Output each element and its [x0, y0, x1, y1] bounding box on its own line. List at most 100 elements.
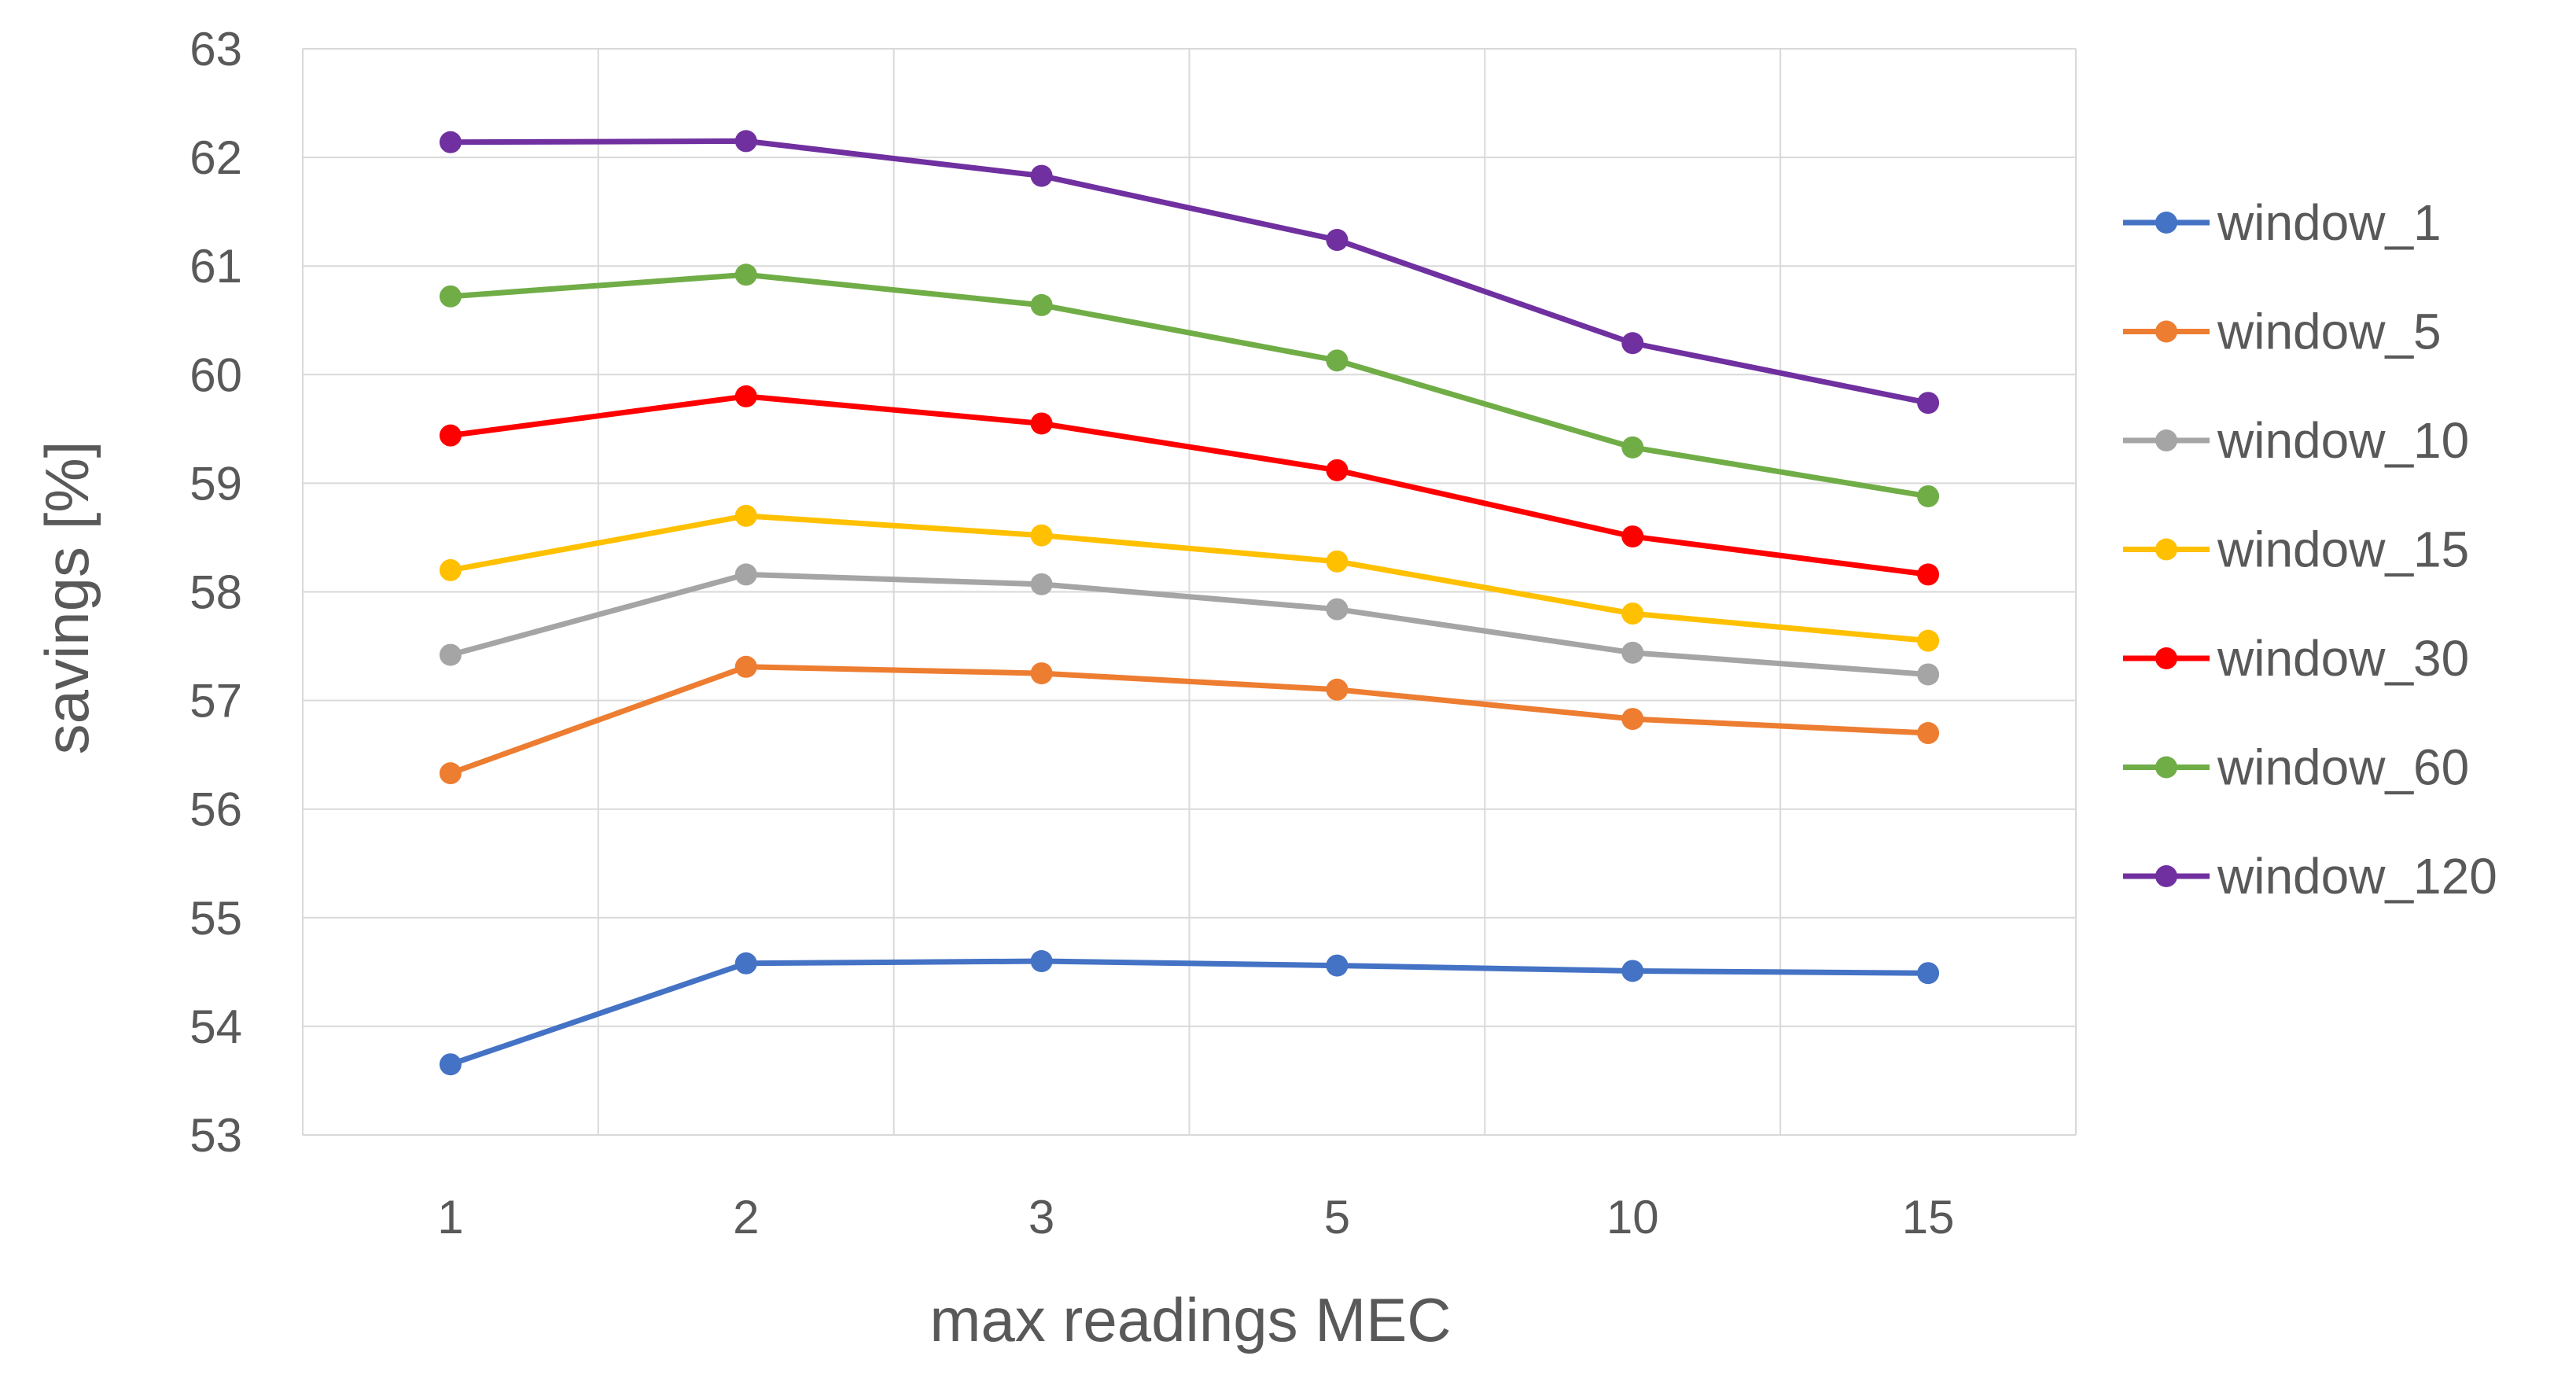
data-point [1326, 550, 1349, 573]
data-point [1917, 629, 1940, 652]
data-point [1030, 293, 1053, 316]
series-line [447, 664, 1931, 776]
legend-swatch-marker [2155, 538, 2177, 561]
x-axis-title: max readings MEC [929, 1285, 1451, 1354]
legend-label: window_10 [2217, 412, 2469, 469]
data-point [1621, 332, 1644, 355]
series-window_1 [439, 950, 1940, 1076]
legend-item: window_1 [2123, 194, 2442, 251]
data-point [439, 558, 462, 581]
legend-label: window_60 [2217, 739, 2469, 796]
series-window_15 [439, 504, 1940, 652]
legend-swatch-marker [2155, 320, 2177, 343]
y-axis-title: savings [%] [32, 441, 101, 755]
data-point [1917, 392, 1940, 415]
y-tick-label: 62 [190, 131, 242, 184]
data-point [1621, 708, 1644, 731]
series-window_60 [439, 263, 1940, 507]
data-point [439, 285, 462, 308]
data-point [1326, 459, 1349, 481]
series-window_30 [439, 385, 1940, 586]
data-point [734, 385, 757, 407]
x-tick-label: 3 [1029, 1191, 1054, 1244]
data-point [734, 952, 757, 975]
data-point [439, 762, 462, 785]
data-point [1030, 662, 1053, 685]
data-point [1326, 678, 1349, 701]
legend-label: window_5 [2217, 304, 2442, 360]
series-window_5 [439, 655, 1940, 785]
data-point [734, 130, 757, 153]
data-point [439, 424, 462, 447]
legend-item: window_10 [2123, 412, 2469, 469]
legend-swatch-marker [2155, 647, 2177, 669]
data-point [1621, 960, 1644, 982]
data-point [1917, 663, 1940, 686]
series-window_10 [439, 563, 1940, 686]
y-tick-label: 59 [190, 457, 242, 510]
data-point [1621, 641, 1644, 664]
y-tick-label: 63 [190, 23, 242, 76]
x-axis-tick-labels: 1 2 3 5 10 15 [437, 1191, 1954, 1244]
legend-item: window_15 [2123, 521, 2469, 578]
x-tick-label: 10 [1606, 1191, 1659, 1244]
legend-swatch-marker [2155, 865, 2177, 887]
series-line [447, 513, 1931, 644]
series-window_120 [439, 130, 1940, 415]
legend-label: window_15 [2217, 521, 2469, 578]
data-point [1917, 962, 1940, 985]
data-point [1917, 485, 1940, 507]
data-point [1030, 164, 1053, 187]
series-line [447, 393, 1931, 577]
series-group [439, 130, 1940, 1076]
series-line [447, 958, 1931, 1067]
data-point [1326, 598, 1349, 621]
y-tick-label: 61 [190, 240, 242, 293]
data-point [1030, 524, 1053, 547]
legend-item: window_30 [2123, 630, 2469, 687]
legend-item: window_5 [2123, 304, 2442, 360]
data-point [439, 1053, 462, 1076]
x-tick-label: 1 [437, 1191, 463, 1244]
legend-swatch-marker [2155, 212, 2177, 234]
data-point [1917, 722, 1940, 745]
legend-label: window_30 [2217, 630, 2469, 687]
data-point [1621, 436, 1644, 459]
data-point [1326, 229, 1349, 252]
y-tick-label: 60 [190, 348, 242, 401]
data-point [439, 131, 462, 153]
y-axis-tick-labels: 53 54 55 56 57 58 59 60 61 62 63 [190, 23, 242, 1162]
data-point [1326, 349, 1349, 372]
legend-swatch-marker [2155, 756, 2177, 779]
data-point [734, 504, 757, 527]
x-tick-label: 15 [1902, 1191, 1955, 1244]
data-point [1917, 563, 1940, 586]
series-line [447, 271, 1931, 499]
data-point [734, 563, 757, 586]
y-tick-label: 57 [190, 675, 242, 728]
y-tick-label: 54 [190, 1000, 242, 1053]
grid [302, 48, 2077, 1136]
data-point [1030, 950, 1053, 973]
legend-label: window_1 [2217, 194, 2442, 251]
legend: window_1 window_5 window_10 window_15window… [2123, 194, 2497, 905]
data-point [734, 263, 757, 286]
legend-label: window_120 [2217, 848, 2497, 905]
legend-item: window_120 [2123, 848, 2497, 905]
data-point [1621, 602, 1644, 625]
series-line [447, 138, 1931, 406]
data-point [1030, 412, 1053, 435]
y-tick-label: 58 [190, 566, 242, 619]
x-tick-label: 2 [733, 1191, 759, 1244]
y-tick-label: 56 [190, 783, 242, 836]
y-tick-label: 55 [190, 892, 242, 945]
data-point [439, 643, 462, 666]
series-line [447, 571, 1931, 677]
legend-item: window_60 [2123, 739, 2469, 796]
data-point [1326, 954, 1349, 977]
x-tick-label: 5 [1324, 1191, 1350, 1244]
y-tick-label: 53 [190, 1109, 242, 1162]
legend-swatch-marker [2155, 429, 2177, 451]
data-point [1030, 573, 1053, 595]
data-point [1621, 525, 1644, 548]
